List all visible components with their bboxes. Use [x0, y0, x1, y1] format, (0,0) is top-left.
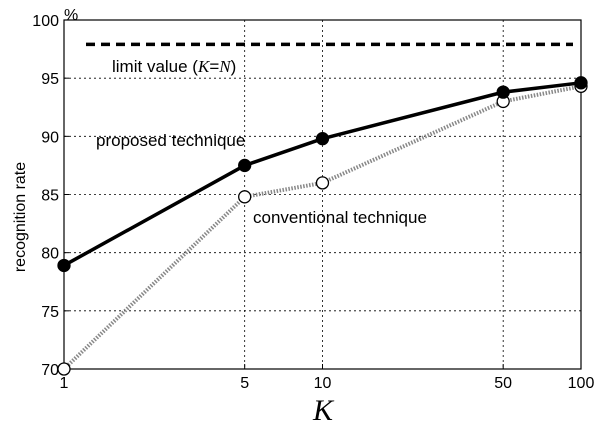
x-tick-label: 100 — [568, 375, 595, 392]
conventional-series-line — [62, 84, 582, 371]
y-tick-label: 85 — [41, 188, 59, 205]
y-tick-label: 100 — [32, 13, 59, 30]
conventional-data-point — [57, 362, 71, 376]
conventional-data-point — [315, 176, 330, 190]
series — [57, 42, 588, 376]
x-axis-label: K — [312, 394, 335, 427]
y-tick-label: 70 — [41, 362, 59, 379]
proposed-data-point — [57, 258, 71, 273]
limit-label-var1: K — [197, 57, 211, 76]
conventional-series-label: conventional technique — [253, 208, 427, 227]
y-unit-label: % — [64, 7, 78, 24]
y-tick-label: 95 — [41, 71, 59, 88]
proposed-data-point — [315, 132, 330, 146]
proposed-series-label: proposed technique — [96, 131, 245, 150]
y-tick-label: 90 — [41, 129, 59, 146]
y-axis-label: recognition rate — [12, 162, 29, 272]
y-tick-label: 75 — [41, 304, 59, 321]
x-tick-label: 50 — [494, 375, 512, 392]
y-tick-label: 80 — [41, 246, 59, 263]
limit-label-eq: = — [209, 57, 219, 76]
limit-label-prefix: limit value ( — [112, 57, 198, 76]
plot-frame — [63, 19, 582, 370]
x-tick-label: 1 — [60, 375, 69, 392]
x-tick-label: 10 — [314, 375, 332, 392]
x-tick-label: 5 — [240, 375, 249, 392]
limit-value-label: limit value (K=N) — [112, 57, 236, 76]
proposed-data-point — [496, 85, 510, 99]
axes: 1 5 10 50 100 70 75 80 85 90 95 100 — [32, 13, 594, 392]
labels: % recognition rate K limit value (K=N) p… — [12, 7, 427, 427]
grid — [64, 20, 581, 369]
conventional-data-point — [238, 190, 252, 204]
limit-label-var2: N — [218, 57, 232, 76]
limit-label-suffix: ) — [231, 57, 237, 76]
proposed-data-point — [238, 158, 252, 173]
proposed-data-point — [574, 76, 588, 90]
